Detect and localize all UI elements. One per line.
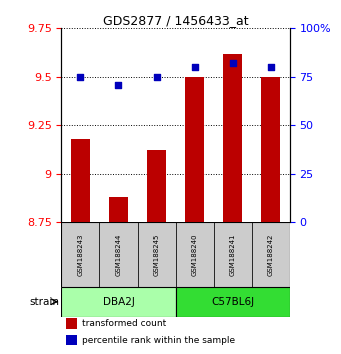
Bar (109, 197, 128, 222)
Text: GSM188241: GSM188241 (230, 233, 236, 276)
Bar (252, 222, 290, 287)
Bar (176, 287, 290, 317)
Point (154, 74, 159, 80)
Bar (214, 222, 252, 287)
Bar (66, 318, 77, 329)
Text: GSM188243: GSM188243 (77, 233, 84, 276)
Bar (71, 139, 90, 222)
Bar (185, 77, 204, 222)
Text: strain: strain (29, 297, 59, 307)
Text: GSM188245: GSM188245 (153, 233, 160, 275)
Bar (100, 222, 137, 287)
Text: C57BL6J: C57BL6J (211, 297, 254, 307)
Text: DBA2J: DBA2J (103, 297, 134, 307)
Text: percentile rank within the sample: percentile rank within the sample (82, 336, 235, 345)
Bar (176, 222, 214, 287)
Text: transformed count: transformed count (82, 319, 166, 328)
Text: GSM188244: GSM188244 (116, 233, 121, 275)
Bar (61, 222, 100, 287)
Bar (223, 53, 242, 222)
Bar (147, 150, 166, 222)
Bar (66, 335, 77, 346)
Point (78, 74, 83, 80)
Title: GDS2877 / 1456433_at: GDS2877 / 1456433_at (103, 14, 249, 27)
Point (116, 82, 121, 87)
Bar (137, 222, 176, 287)
Point (268, 64, 273, 70)
Text: GSM188240: GSM188240 (192, 233, 198, 276)
Bar (261, 77, 280, 222)
Point (192, 64, 197, 70)
Bar (61, 287, 176, 317)
Point (230, 61, 235, 66)
Text: GSM188242: GSM188242 (268, 233, 274, 275)
